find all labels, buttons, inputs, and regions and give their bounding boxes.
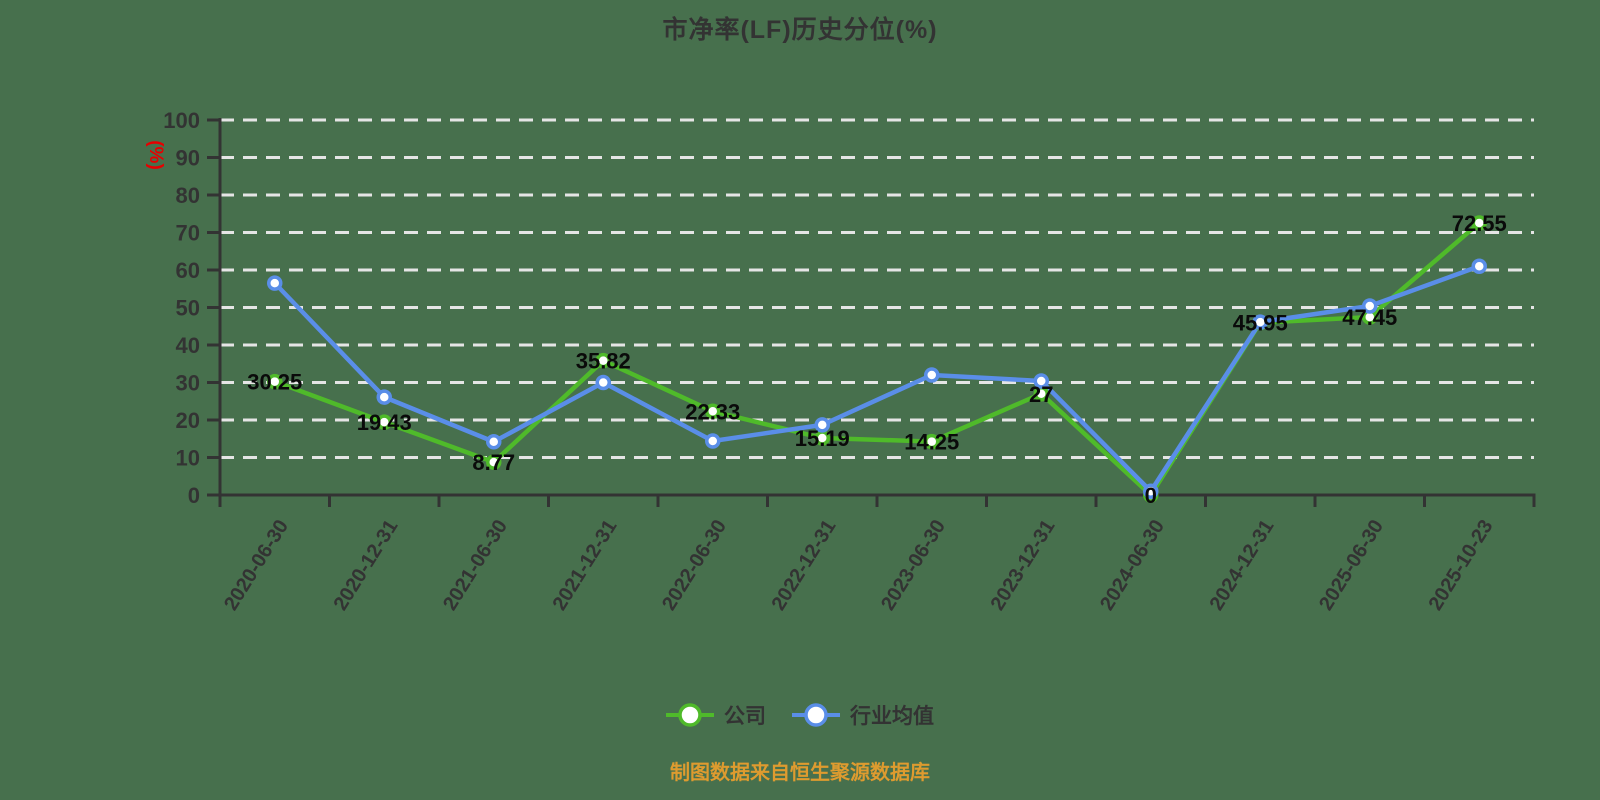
data-point-marker-industry[interactable] bbox=[1362, 298, 1378, 314]
legend-item-industry-average[interactable]: 行业均值 bbox=[792, 700, 934, 730]
y-axis-label: 0 bbox=[188, 483, 200, 508]
y-axis-label: 40 bbox=[176, 333, 200, 358]
data-point-marker-company[interactable] bbox=[1471, 215, 1487, 231]
data-point-label: 30.25 bbox=[247, 370, 302, 395]
line-chart: 0 10 20 30 40 50 60 70 80 90 100 (%) 2020-06-30 2020-… bbox=[145, 108, 1536, 614]
data-point-marker-industry[interactable] bbox=[924, 367, 940, 383]
data-point-marker-industry[interactable] bbox=[486, 434, 502, 450]
x-axis-label: 2023-06-30 bbox=[877, 516, 950, 614]
legend-item-company[interactable]: 公司 bbox=[666, 700, 766, 730]
data-point-marker-company[interactable] bbox=[705, 403, 721, 420]
data-point-label: 72.55 bbox=[1452, 211, 1507, 236]
data-point-label: 19.43 bbox=[357, 410, 412, 435]
data-point-marker-industry[interactable] bbox=[814, 417, 830, 433]
data-point-label: 14.25 bbox=[904, 430, 959, 455]
x-axis-label: 2023-12-31 bbox=[987, 516, 1060, 614]
x-axis-label: 2022-12-31 bbox=[768, 516, 841, 614]
source-caption: 制图数据来自恒生聚源数据库 bbox=[670, 762, 930, 784]
data-point-label: 27 bbox=[1029, 382, 1053, 407]
data-point-marker-industry[interactable] bbox=[1471, 258, 1487, 274]
data-point-marker-industry[interactable] bbox=[1143, 483, 1159, 499]
legend-marker-icon bbox=[666, 703, 714, 727]
x-axis-label: 2022-06-30 bbox=[658, 516, 731, 614]
data-point-marker-company[interactable] bbox=[267, 373, 283, 390]
data-point-marker-company[interactable] bbox=[924, 433, 940, 450]
x-axis-label: 2020-12-31 bbox=[330, 516, 403, 614]
x-axis-label: 2024-12-31 bbox=[1206, 516, 1279, 614]
legend-label: 行业均值 bbox=[850, 705, 934, 728]
data-point-marker-industry[interactable] bbox=[595, 374, 611, 391]
data-point-marker-company[interactable] bbox=[376, 414, 392, 430]
data-point-marker-industry[interactable] bbox=[1252, 314, 1268, 330]
y-axis-label: 100 bbox=[163, 108, 200, 133]
x-axis-label: 2021-12-31 bbox=[549, 516, 622, 614]
x-axis-label: 2024-06-30 bbox=[1096, 516, 1169, 614]
y-axis-label: 60 bbox=[176, 258, 200, 283]
y-axis-label: 50 bbox=[176, 296, 200, 321]
data-point-label: 0 bbox=[1145, 483, 1157, 508]
y-axis-unit-label: (%) bbox=[145, 140, 166, 170]
y-axis-label: 70 bbox=[176, 221, 200, 246]
legend-marker-icon bbox=[792, 703, 840, 727]
chart-legend: 公司 行业均值 bbox=[0, 700, 1600, 730]
data-point-label: 22.33 bbox=[685, 399, 740, 424]
data-point-marker-industry[interactable] bbox=[1033, 373, 1049, 389]
y-axis-label: 90 bbox=[176, 146, 200, 171]
series-line-industry bbox=[272, 264, 1482, 494]
data-point-marker-industry[interactable] bbox=[267, 275, 283, 291]
data-point-label: 45.95 bbox=[1233, 311, 1288, 336]
x-axis-label: 2025-06-30 bbox=[1315, 516, 1388, 614]
x-axis-label: 2021-06-30 bbox=[439, 516, 512, 614]
data-point-marker-company[interactable] bbox=[486, 454, 502, 470]
x-axis-label: 2020-06-30 bbox=[220, 516, 293, 614]
data-point-marker-industry[interactable] bbox=[705, 433, 721, 449]
data-point-marker-industry[interactable] bbox=[376, 389, 392, 405]
x-axis-label: 2025-10-23 bbox=[1425, 516, 1498, 614]
data-point-label: 35.82 bbox=[576, 349, 631, 374]
y-axis-label: 20 bbox=[176, 408, 200, 433]
data-point-label: 15.19 bbox=[795, 426, 850, 451]
legend-label: 公司 bbox=[724, 705, 766, 728]
series-line-company bbox=[272, 220, 1482, 498]
y-axis-label: 10 bbox=[176, 446, 200, 471]
y-axis-label: 30 bbox=[176, 371, 200, 396]
y-axis-label: 80 bbox=[176, 183, 200, 208]
data-point-label: 47.45 bbox=[1342, 305, 1397, 330]
data-point-marker-company[interactable] bbox=[595, 352, 611, 369]
chart-title: 市净率(LF)历史分位(%) bbox=[662, 16, 938, 44]
data-point-label: 8.77 bbox=[472, 450, 515, 475]
